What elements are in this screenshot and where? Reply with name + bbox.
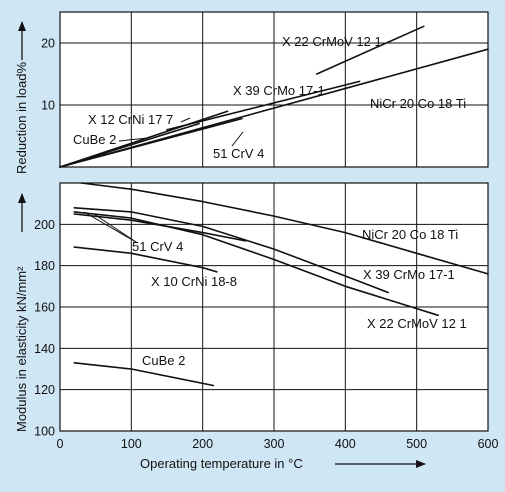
top-series-x-22-crmov-12-1 <box>315 25 425 75</box>
top-label-cube: CuBe 2 <box>73 132 116 147</box>
x-tick-600: 600 <box>478 437 499 451</box>
top-label-51crv4: 51 CrV 4 <box>213 146 264 161</box>
bottom-series-x-22-crmov-12-1 <box>73 211 439 317</box>
top-y-tick-10: 10 <box>41 99 55 113</box>
x-tick-100: 100 <box>121 437 142 451</box>
bottom-y-tick-200: 200 <box>34 218 55 232</box>
x-tick-0: 0 <box>57 437 64 451</box>
leader-bottom-51crv4-a <box>83 211 137 243</box>
series-lines <box>59 25 489 387</box>
bottom-y-tick-140: 140 <box>34 342 55 356</box>
bottom-label-nicr: NiCr 20 Co 18 Ti <box>362 227 458 242</box>
bottom-series-x-10-crni-18-8 <box>73 246 218 273</box>
bottom-series-cube-2 <box>73 361 215 387</box>
top-series-cube-2 <box>59 122 200 168</box>
top-series-x-39-crmo-17-1 <box>166 80 361 131</box>
top-label-x39-crmo: X 39 CrMo 17-1 <box>233 83 325 98</box>
x-tick-500: 500 <box>406 437 427 451</box>
bottom-y-axis-title: Modulus in elasticity kN/mm² <box>14 266 29 432</box>
top-label-x22-crmov: X 22 CrMoV 12 1 <box>282 34 382 49</box>
bottom-series-x-39-crmo-17-1 <box>73 207 389 294</box>
leader-lines <box>83 117 244 243</box>
grid-lines <box>60 12 488 431</box>
bottom-label-x10-crni: X 10 CrNi 18-8 <box>151 274 237 289</box>
x-tick-300: 300 <box>264 437 285 451</box>
bottom-series-51-crv-4 <box>73 213 247 242</box>
top-label-nicr: NiCr 20 Co 18 Ti <box>370 96 466 111</box>
bottom-y-tick-100: 100 <box>34 425 55 439</box>
bottom-y-tick-120: 120 <box>34 383 55 397</box>
bottom-y-tick-160: 160 <box>34 301 55 315</box>
top-y-tick-20: 20 <box>41 37 55 51</box>
leader-bottom-51crv4-b <box>93 213 137 243</box>
bottom-label-cube: CuBe 2 <box>142 353 185 368</box>
top-series-51-crv-4 <box>59 117 243 168</box>
bottom-label-x22-crmov: X 22 CrMoV 12 1 <box>367 316 467 331</box>
top-label-x12-crni: X 12 CrNi 17 7 <box>88 112 173 127</box>
x-tick-400: 400 <box>335 437 356 451</box>
leader-51crv4 <box>231 131 244 147</box>
bottom-label-51crv4: 51 CrV 4 <box>132 239 183 254</box>
bottom-series-nicr-20-co-18-ti <box>80 182 489 275</box>
bottom-label-x39-crmo: X 39 CrMo 17-1 <box>363 267 455 282</box>
x-tick-200: 200 <box>192 437 213 451</box>
bottom-y-tick-180: 180 <box>34 259 55 273</box>
leader-x12-crni <box>180 117 191 123</box>
top-y-axis-title: Reduction in load% <box>14 62 29 174</box>
leader-cube <box>118 137 149 142</box>
x-axis-title: Operating temperature in °C <box>140 456 303 471</box>
